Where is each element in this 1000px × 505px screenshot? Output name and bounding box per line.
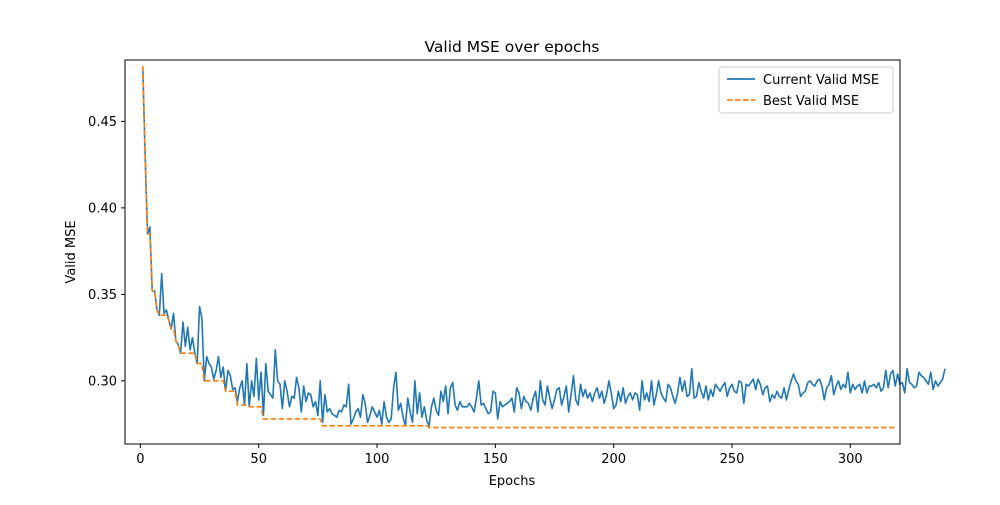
y-tick-label: 0.30 bbox=[88, 374, 117, 389]
y-tick-label: 0.45 bbox=[88, 115, 117, 130]
x-tick-label: 250 bbox=[720, 452, 745, 467]
legend: Current Valid MSE Best Valid MSE bbox=[718, 66, 894, 114]
series-line-best-valid-mse bbox=[141, 66, 896, 429]
plot-frame bbox=[124, 59, 901, 445]
x-axis-label: Epochs bbox=[489, 474, 536, 489]
x-tick-label: 200 bbox=[601, 452, 626, 467]
series-line-current-valid-mse bbox=[141, 66, 946, 427]
x-tick-label: 300 bbox=[838, 452, 863, 467]
y-axis-label: Valid MSE bbox=[64, 220, 79, 283]
x-tick-label: 100 bbox=[365, 452, 390, 467]
series-layer bbox=[141, 66, 946, 429]
legend-label-current-valid-mse: Current Valid MSE bbox=[763, 73, 879, 88]
y-axis-ticks: 0.30 0.35 0.40 0.45 bbox=[88, 115, 125, 389]
x-tick-label: 150 bbox=[483, 452, 508, 467]
x-tick-label: 50 bbox=[250, 452, 267, 467]
legend-box bbox=[718, 66, 894, 114]
y-tick-label: 0.40 bbox=[88, 201, 117, 216]
chart-title: Valid MSE over epochs bbox=[425, 38, 600, 56]
y-tick-label: 0.35 bbox=[88, 288, 117, 303]
legend-label-best-valid-mse: Best Valid MSE bbox=[763, 94, 859, 109]
x-axis-ticks: 0 50 100 150 200 250 300 bbox=[136, 444, 863, 467]
x-tick-label: 0 bbox=[136, 452, 144, 467]
